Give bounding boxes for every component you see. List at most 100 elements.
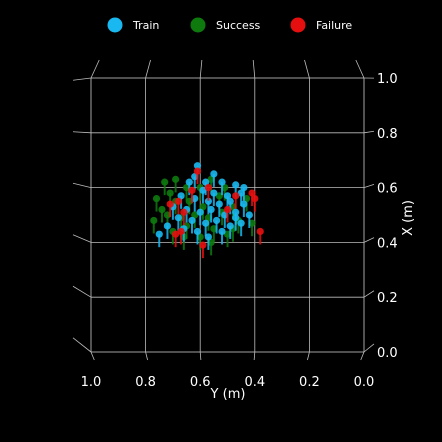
data-point: [177, 227, 185, 236]
data-point: [161, 178, 169, 186]
data-point: [251, 194, 259, 203]
y-tick-label: 1.0: [377, 72, 398, 87]
x-tick-label: 0.2: [299, 375, 320, 390]
legend-entry: Failure: [290, 17, 352, 33]
data-point: [180, 208, 188, 216]
data-point: [191, 211, 199, 219]
grid-line-bottom-stub: [145, 351, 148, 361]
data-point: [248, 189, 256, 197]
y-tick-label: 0.2: [377, 291, 398, 306]
tick-labels: 1.0 0.8 0.6 0.4 0.2 0.00.0 0.2 0.4 0.6 0.8 1.0: [81, 72, 398, 390]
legend-label: Failure: [316, 19, 352, 32]
data-point: [232, 181, 240, 189]
data-point: [150, 216, 158, 225]
x-tick-label: 0.6: [190, 375, 211, 390]
grid-line-left-stub: [72, 234, 92, 243]
legend: Train Success Failure: [107, 17, 352, 33]
data-point: [193, 167, 202, 175]
data-points: [150, 162, 264, 259]
data-point: [240, 200, 248, 208]
y-tick-label: 0.6: [377, 182, 398, 197]
data-point: [207, 205, 215, 214]
data-point: [152, 194, 161, 203]
data-point: [166, 200, 174, 208]
data-point: [166, 189, 174, 197]
data-point: [204, 233, 212, 241]
data-point: [210, 189, 218, 197]
x-tick-label: 0.4: [244, 375, 265, 390]
data-point: [223, 205, 232, 214]
data-point: [245, 211, 253, 219]
grid-line-right-stub: [363, 184, 375, 188]
data-point: [193, 162, 202, 170]
data-point: [223, 192, 232, 200]
grid-line-right-stub: [363, 290, 375, 298]
grid-line-top-stub: [252, 59, 256, 79]
legend-marker: [290, 17, 306, 33]
data-point: [226, 222, 234, 230]
grid-line-right-stub: [363, 343, 375, 353]
data-point: [215, 200, 223, 208]
data-point: [188, 186, 196, 194]
data-point: [240, 184, 248, 192]
data-point: [237, 219, 245, 227]
grid-line-bottom-stub: [90, 351, 95, 361]
grid-line-bottom-stub: [360, 351, 365, 361]
y-tick-label: 0.8: [377, 127, 398, 142]
grid-line-top-stub: [355, 59, 365, 79]
grid-line-right-stub: [363, 130, 375, 134]
grid-line-left-stub: [72, 285, 92, 298]
legend-marker: [107, 17, 123, 33]
data-point: [202, 219, 210, 227]
data-point: [210, 170, 218, 178]
data-point: [232, 208, 240, 216]
grid-line-bottom-stub: [199, 351, 202, 361]
x-tick-label: 0.0: [354, 375, 375, 390]
data-point: [232, 192, 240, 200]
x-tick-label: 0.8: [135, 375, 156, 390]
data-point: [196, 208, 204, 216]
data-point: [155, 230, 163, 238]
data-point: [172, 230, 180, 238]
legend-label: Success: [216, 19, 261, 32]
data-point: [218, 178, 226, 186]
data-point: [204, 197, 212, 205]
grid-line-bottom-stub: [253, 351, 256, 361]
legend-marker: [190, 17, 206, 33]
data-point: [163, 222, 172, 230]
y-axis-label: X (m): [401, 200, 416, 236]
grid-line-top-stub: [145, 59, 151, 79]
data-point: [199, 241, 207, 249]
legend-entry: Success: [190, 17, 261, 33]
data-point: [202, 178, 210, 186]
y-tick-label: 0.4: [377, 236, 398, 251]
data-point: [256, 227, 264, 236]
data-point: [193, 227, 202, 236]
grid-line-bottom-stub: [307, 351, 310, 361]
grid-line-left-stub: [72, 131, 92, 134]
data-point: [218, 227, 226, 236]
x-tick-label: 1.0: [81, 375, 102, 390]
legend-entry: Train: [107, 17, 159, 33]
data-point: [174, 197, 182, 205]
grid-line-left-stub: [72, 182, 92, 188]
y-tick-label: 0.0: [377, 346, 398, 361]
grid-line-top-stub: [90, 59, 100, 79]
data-point: [174, 214, 182, 222]
data-point: [185, 178, 193, 186]
data-point: [188, 216, 196, 225]
grid-line-left-stub: [72, 337, 92, 353]
grid-line-top-stub: [304, 59, 310, 79]
data-point: [199, 186, 207, 194]
x-axis-label: Y (m): [210, 387, 246, 402]
data-point: [226, 197, 234, 205]
grid-line-top-stub: [199, 59, 203, 79]
grid-line-right-stub: [363, 237, 375, 243]
data-point: [199, 203, 207, 211]
data-point: [158, 205, 166, 214]
data-point: [212, 216, 221, 225]
data-point: [177, 192, 185, 200]
legend-label: Train: [132, 19, 159, 32]
data-point: [232, 214, 240, 222]
